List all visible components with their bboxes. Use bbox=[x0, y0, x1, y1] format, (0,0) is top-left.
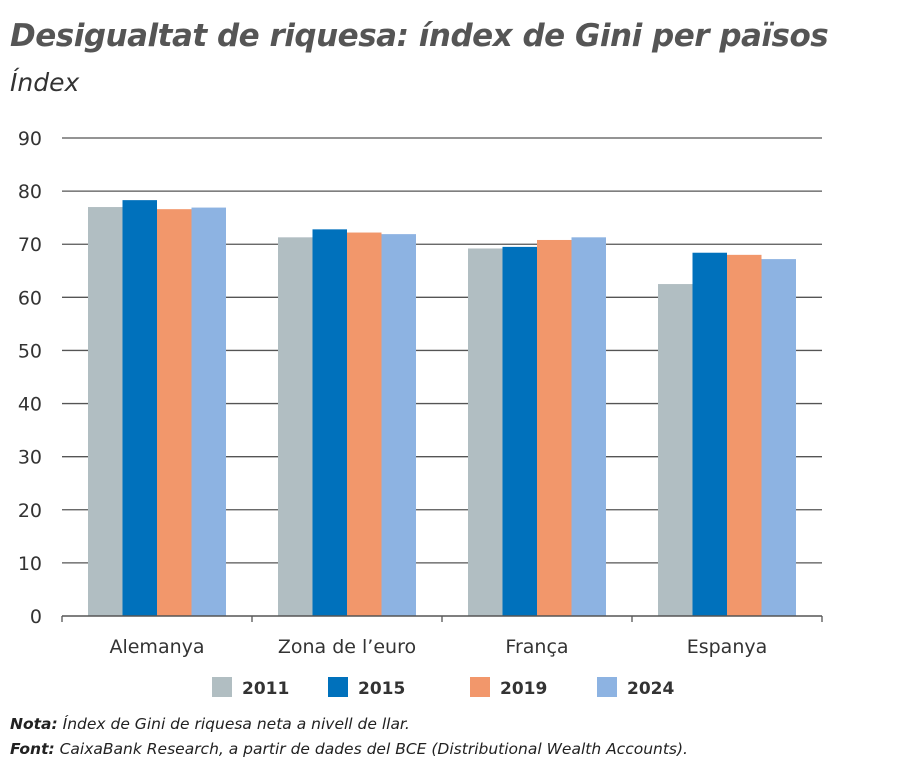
y-tick-label: 30 bbox=[18, 447, 42, 469]
bar-2011 bbox=[468, 248, 503, 616]
nota-label: Nota: bbox=[10, 715, 58, 733]
bar-2024 bbox=[571, 237, 606, 616]
chart-subtitle: Índex bbox=[10, 68, 80, 97]
font-text: CaixaBank Research, a partir de dades de… bbox=[54, 740, 688, 758]
bar-2019 bbox=[727, 254, 762, 616]
legend-swatch-2024 bbox=[597, 677, 617, 697]
y-tick-label: 40 bbox=[18, 394, 42, 416]
y-tick-label: 70 bbox=[18, 234, 42, 256]
bar-2019 bbox=[157, 209, 192, 616]
y-tick-label: 20 bbox=[18, 500, 42, 522]
y-tick-label: 60 bbox=[18, 287, 42, 309]
y-tick-label: 90 bbox=[18, 128, 42, 150]
legend-label: 2011 bbox=[242, 679, 289, 699]
bar-2011 bbox=[658, 284, 693, 616]
legend-swatch-2015 bbox=[328, 677, 348, 697]
x-tick-label: Espanya bbox=[687, 636, 768, 658]
x-tick-label: França bbox=[505, 636, 568, 658]
x-tick-label: Alemanya bbox=[109, 636, 204, 658]
legend-label: 2015 bbox=[358, 679, 405, 699]
legend-swatch-2019 bbox=[470, 677, 490, 697]
bar-2015 bbox=[502, 246, 537, 616]
nota-text: Índex de Gini de riquesa neta a nivell d… bbox=[57, 715, 410, 733]
y-tick-label: 0 bbox=[30, 606, 42, 628]
font-line: Font: CaixaBank Research, a partir de da… bbox=[10, 737, 688, 762]
bar-chart: 0 10 20 30 40 50 60 70 80 90 Alemanya Zona de l’eur… bbox=[18, 128, 823, 699]
bar-2024 bbox=[761, 259, 796, 616]
nota-line: Nota: Índex de Gini de riquesa neta a ni… bbox=[10, 712, 688, 737]
bar-2015 bbox=[122, 200, 157, 616]
bar-2019 bbox=[537, 239, 572, 616]
y-tick-label: 80 bbox=[18, 181, 42, 203]
legend-label: 2019 bbox=[500, 679, 547, 699]
font-label: Font: bbox=[10, 740, 55, 758]
bar-2024 bbox=[191, 207, 226, 616]
notes: Nota: Índex de Gini de riquesa neta a ni… bbox=[10, 712, 688, 762]
y-tick-label: 50 bbox=[18, 340, 42, 362]
legend-swatch-2011 bbox=[212, 677, 232, 697]
bar-2024 bbox=[381, 234, 416, 616]
bar-2019 bbox=[347, 232, 382, 616]
bar-2015 bbox=[312, 229, 347, 616]
y-tick-label: 10 bbox=[18, 553, 42, 575]
x-tick-label: Zona de l’euro bbox=[278, 636, 416, 658]
bar-2015 bbox=[692, 252, 727, 616]
bar-2011 bbox=[88, 207, 123, 617]
legend-label: 2024 bbox=[627, 679, 674, 699]
chart-title: Desigualtat de riquesa: índex de Gini pe… bbox=[10, 18, 829, 54]
bar-2011 bbox=[278, 237, 313, 616]
